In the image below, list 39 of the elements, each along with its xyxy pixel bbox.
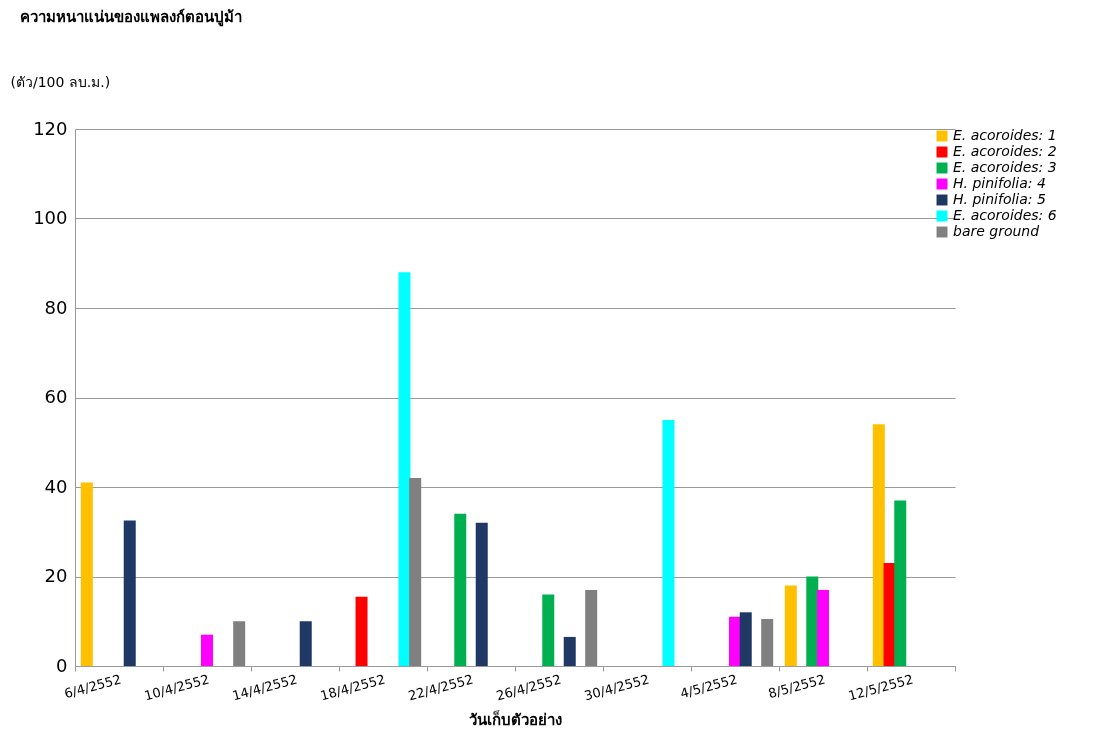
bar <box>872 424 885 666</box>
legend-label: H. pinifolia: 5 <box>953 191 1046 207</box>
legend-label: E. acoroides: 6 <box>953 207 1057 223</box>
bar <box>80 482 93 666</box>
bar <box>409 478 422 666</box>
bar <box>475 522 488 666</box>
y-tick-label: 120 <box>33 117 68 139</box>
bar <box>894 500 907 666</box>
bar <box>585 589 598 666</box>
x-axis-title: วันเก็บตัวอย่าง <box>469 710 562 730</box>
legend-label: H. pinifolia: 4 <box>953 175 1046 191</box>
bar <box>739 612 752 666</box>
y-tick-label: 40 <box>44 475 68 497</box>
y-tick-label: 100 <box>33 207 68 228</box>
y-axis-title: (ตัว/100 ลบ.ม.) <box>10 73 111 90</box>
bar <box>729 616 741 666</box>
y-tick-label: 20 <box>44 565 68 586</box>
legend-label: E. acoroides: 3 <box>953 159 1057 175</box>
bar <box>817 589 829 666</box>
bar <box>806 576 819 666</box>
bar <box>355 596 368 666</box>
legend-label: bare ground <box>953 223 1040 239</box>
bar <box>454 513 467 666</box>
bar <box>784 585 797 666</box>
bar <box>542 594 555 666</box>
bar <box>233 621 246 666</box>
y-tick-label: 0 <box>56 654 68 676</box>
chart-title: ความหนาแน่นของแพลงก์ตอนปูม้า <box>20 8 242 27</box>
bar <box>662 419 675 666</box>
legend-label: E. acoroides: 2 <box>953 143 1057 159</box>
bar <box>398 272 411 666</box>
bar <box>201 634 213 666</box>
bar <box>563 636 576 666</box>
y-tick-label: 60 <box>44 386 68 407</box>
bar <box>761 619 774 666</box>
bar <box>123 520 136 666</box>
y-tick-label: 80 <box>44 296 68 318</box>
legend-label: E. acoroides: 1 <box>953 127 1057 143</box>
bar <box>299 621 312 666</box>
